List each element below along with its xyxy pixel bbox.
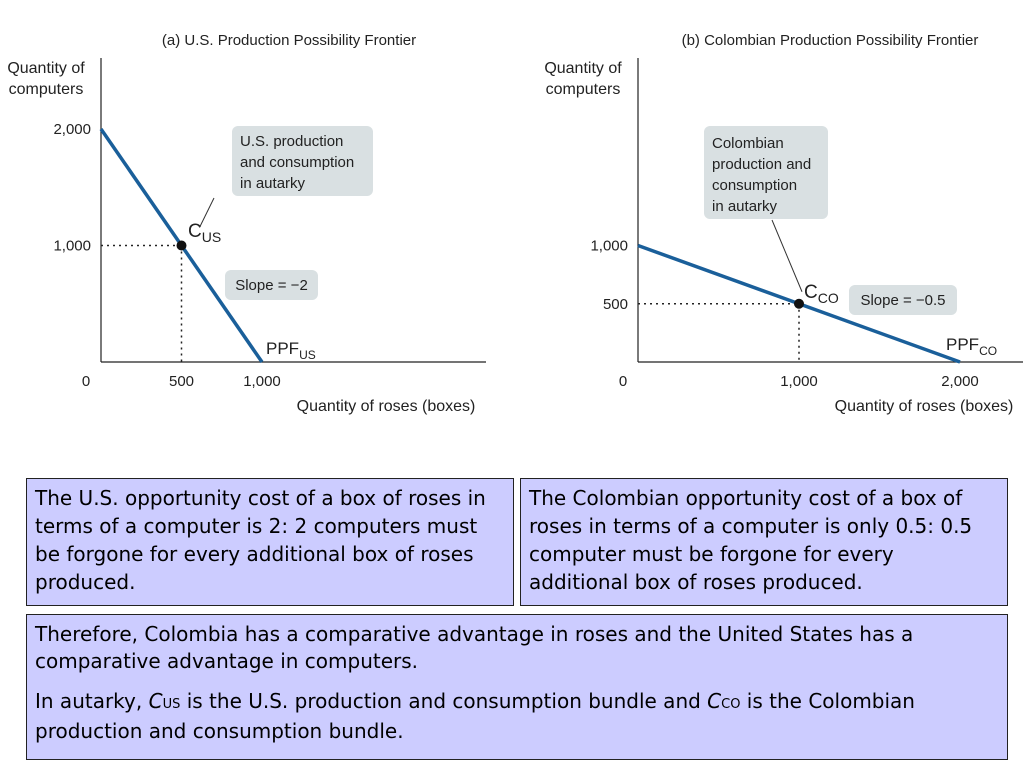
callout-text: in autarky — [240, 175, 306, 192]
y-tick-label: 2,000 — [53, 121, 91, 138]
callout-text: in autarky — [712, 198, 778, 215]
slope-box — [225, 270, 318, 300]
callout-text: production and — [712, 156, 811, 173]
cus-subscript: US — [162, 697, 181, 712]
chart-title: (b) Colombian Production Possibility Fro… — [682, 32, 979, 49]
y-axis-label-line2: computers — [9, 81, 84, 98]
callout-leader — [771, 219, 803, 292]
autarky-point-label-main: C — [804, 282, 818, 303]
x-tick-label: 2,000 — [941, 373, 979, 390]
y-tick-label: 1,000 — [53, 238, 91, 255]
y-tick-label: 500 — [603, 296, 628, 313]
x-axis-label: Quantity of roses (boxes) — [835, 398, 1014, 415]
ppf-label: PPFCO — [946, 335, 997, 358]
colombia-opportunity-cost-note: The Colombian opportunity cost of a box … — [520, 478, 1008, 606]
autarky-point-label: CUS — [188, 221, 221, 245]
x-tick-label: 1,000 — [243, 373, 281, 390]
callout-box — [704, 126, 828, 219]
ppf-label: PPFUS — [266, 339, 316, 362]
autarky-point-label-sub: US — [202, 229, 221, 245]
ppf-label-sub: US — [299, 348, 316, 362]
origin-label: 0 — [619, 373, 627, 390]
callout-text: consumption — [712, 177, 797, 194]
us-opportunity-cost-text: The U.S. opportunity cost of a box of ro… — [35, 486, 486, 594]
callout-text: and consumption — [240, 154, 354, 171]
y-axis-label-line2: computers — [546, 81, 621, 98]
ppf-label-main: PPF — [946, 335, 979, 354]
callout-box — [232, 126, 373, 196]
cco-symbol: C — [707, 689, 722, 713]
callout-text: Colombian — [712, 135, 784, 152]
ppf-label-main: PPF — [266, 339, 299, 358]
autarky-point — [794, 298, 804, 309]
chart-panel-us: (a) U.S. Production Possibility Frontier… — [7, 32, 486, 415]
y-axis-label-line1: Quantity of — [544, 60, 622, 77]
comparative-advantage-text: Therefore, Colombia has a comparative ad… — [35, 622, 914, 673]
callout-leader — [199, 197, 215, 228]
y-axis-label-line1: Quantity of — [7, 60, 85, 77]
autarky-bundle-text: In autarky, CUS is the U.S. production a… — [35, 688, 999, 745]
comparative-advantage-note: Therefore, Colombia has a comparative ad… — [26, 614, 1008, 760]
slope-box — [849, 285, 957, 315]
cus-symbol: C — [148, 689, 163, 713]
x-axis-label: Quantity of roses (boxes) — [297, 398, 476, 415]
colombia-opportunity-cost-text: The Colombian opportunity cost of a box … — [529, 486, 973, 594]
autarky-point — [176, 240, 187, 251]
us-opportunity-cost-note: The U.S. opportunity cost of a box of ro… — [26, 478, 514, 606]
autarky-text-part3: is the Colombian production and consumpt… — [35, 689, 915, 743]
chart-title: (a) U.S. Production Possibility Frontier — [162, 32, 416, 49]
autarky-point-label-sub: CO — [818, 290, 839, 306]
slope-label: Slope = −2 — [235, 277, 308, 294]
cco-subscript: CO — [721, 697, 741, 712]
autarky-text-part2: is the U.S. production and consumption b… — [180, 689, 708, 713]
chart-panel-co: (b) Colombian Production Possibility Fro… — [544, 32, 1023, 415]
autarky-point-label: CCO — [804, 282, 839, 306]
autarky-text-part1: In autarky, — [35, 689, 149, 713]
slope-label: Slope = −0.5 — [860, 292, 945, 309]
ppf-label-sub: CO — [979, 344, 997, 358]
callout-text: U.S. production — [240, 133, 343, 150]
x-tick-label: 500 — [169, 373, 194, 390]
autarky-point-label-main: C — [188, 221, 202, 242]
y-tick-label: 1,000 — [590, 238, 628, 255]
x-tick-label: 1,000 — [780, 373, 818, 390]
ppf-charts: (a) U.S. Production Possibility Frontier… — [7, 32, 1023, 415]
origin-label: 0 — [82, 373, 90, 390]
